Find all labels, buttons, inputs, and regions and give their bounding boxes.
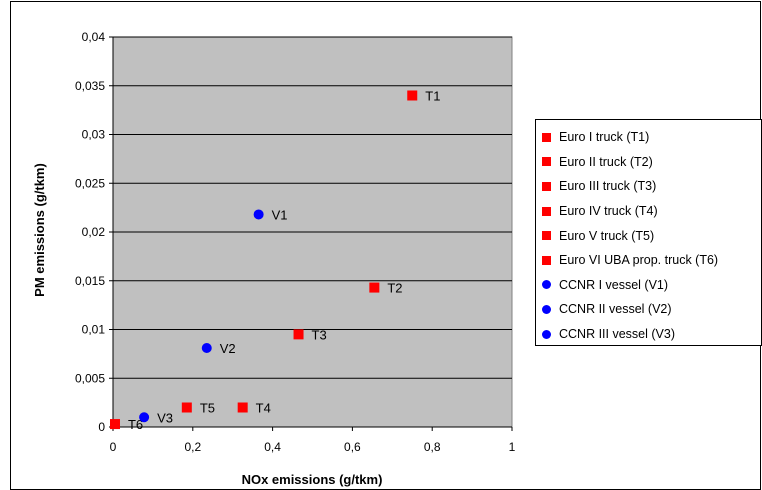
data-point-square <box>237 402 248 413</box>
data-label: T1 <box>425 89 440 104</box>
data-point-square <box>181 402 192 413</box>
x-tick-label: 0,4 <box>264 440 281 454</box>
legend-item: Euro IV truck (T4) <box>536 199 761 224</box>
legend-item: Euro II truck (T2) <box>536 150 761 175</box>
y-tick-label: 0,025 <box>75 176 105 190</box>
y-tick-label: 0,035 <box>75 79 105 93</box>
legend-label: CCNR I vessel (V1) <box>559 277 669 292</box>
y-tick-label: 0,01 <box>82 323 106 337</box>
legend-label: CCNR II vessel (V2) <box>559 302 672 317</box>
legend-label: Euro IV truck (T4) <box>559 204 658 219</box>
legend-label: Euro II truck (T2) <box>559 154 653 169</box>
legend-item: Euro V truck (T5) <box>536 223 761 248</box>
data-label: T5 <box>200 401 215 416</box>
y-tick-label: 0,005 <box>75 371 105 385</box>
legend-label: Euro III truck (T3) <box>559 179 657 194</box>
y-axis-title: PM emissions (g/tkm) <box>32 163 47 297</box>
legend-marker <box>542 255 551 265</box>
x-tick-label: 1 <box>509 440 516 454</box>
data-label: V1 <box>272 207 288 222</box>
data-point-circle <box>253 209 264 220</box>
legend-label: Euro VI UBA prop. truck (T6) <box>559 253 719 268</box>
legend-marker <box>542 132 551 142</box>
y-tick-label: 0,02 <box>82 225 106 239</box>
data-label: T6 <box>128 417 143 432</box>
legend-item: Euro III truck (T3) <box>536 174 761 199</box>
legend: Euro I truck (T1) Euro II truck (T2) Euro … <box>535 119 762 346</box>
legend-label: Euro V truck (T5) <box>559 228 655 243</box>
legend-item: Euro I truck (T1) <box>536 125 761 150</box>
legend-marker <box>542 181 551 191</box>
data-label: T4 <box>256 401 271 416</box>
legend-marker <box>542 329 551 339</box>
legend-marker <box>542 206 551 216</box>
legend-marker <box>542 304 551 314</box>
data-point-square <box>109 419 120 430</box>
legend-marker <box>542 280 551 290</box>
x-tick-label: 0 <box>110 440 117 454</box>
legend-marker <box>542 157 551 167</box>
y-tick-label: 0 <box>98 420 105 434</box>
data-point-circle <box>201 343 212 354</box>
y-tick-label: 0,04 <box>82 30 106 44</box>
y-tick-label: 0,03 <box>82 128 106 142</box>
legend-label: CCNR III vessel (V3) <box>559 327 675 342</box>
y-tick-label: 0,015 <box>75 274 105 288</box>
data-point-square <box>407 90 418 101</box>
data-label: V2 <box>220 341 236 356</box>
data-label: V3 <box>157 410 173 425</box>
data-label: T3 <box>312 327 327 342</box>
data-point-square <box>293 329 304 340</box>
legend-item: CCNR II vessel (V2) <box>536 297 761 322</box>
x-tick-label: 0,8 <box>424 440 441 454</box>
data-point-square <box>369 282 380 293</box>
data-point-circle <box>139 412 150 423</box>
legend-item: Euro VI UBA prop. truck (T6) <box>536 248 761 273</box>
legend-item: CCNR III vessel (V3) <box>536 322 761 347</box>
data-label: T2 <box>387 281 402 296</box>
x-tick-label: 0,2 <box>184 440 201 454</box>
legend-item: CCNR I vessel (V1) <box>536 273 761 298</box>
x-axis-title: NOx emissions (g/tkm) <box>242 472 383 487</box>
x-tick-label: 0,6 <box>344 440 361 454</box>
legend-label: Euro I truck (T1) <box>559 130 650 145</box>
legend-marker <box>542 231 551 241</box>
